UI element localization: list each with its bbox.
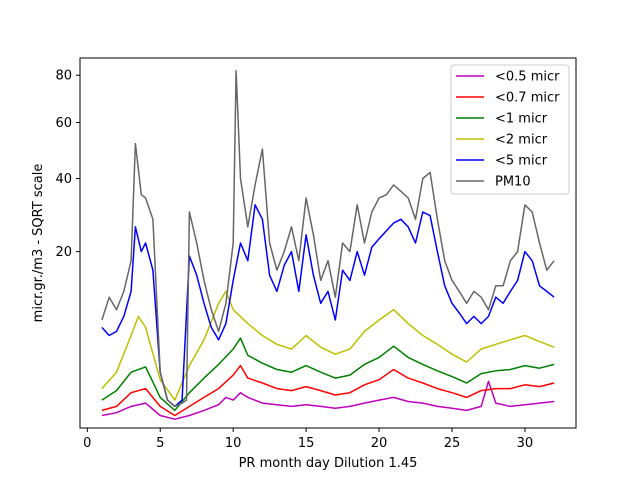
x-tick-label: 10 xyxy=(225,436,242,451)
series-line-3 xyxy=(101,290,555,401)
x-tick-label: 30 xyxy=(517,436,534,451)
y-tick-label: 80 xyxy=(55,69,72,84)
legend: <0.5 micr <0.7 micr <1 micr <2 micr <5 micr P… xyxy=(450,64,570,195)
legend-entry-label: <0.5 micr xyxy=(495,70,560,85)
series-line-5 xyxy=(101,70,555,408)
x-axis: 0 5 10 15 20 25 30 xyxy=(83,428,533,451)
y-tick-label: 20 xyxy=(55,245,72,260)
legend-entry-label: <5 micr xyxy=(495,154,548,169)
x-axis-title: PR month day Dilution 1.45 xyxy=(239,456,418,471)
y-tick-label: 60 xyxy=(55,116,72,131)
series-line-1 xyxy=(101,364,555,417)
series-line-0 xyxy=(101,380,555,420)
x-tick-label: 25 xyxy=(444,436,461,451)
y-axis-title: micr.gr./m3 - SQRT scale xyxy=(31,164,46,323)
series-layer xyxy=(101,70,555,420)
legend-entry-label: <2 micr xyxy=(495,133,548,148)
y-tick-label: 40 xyxy=(55,172,72,187)
x-tick-label: 0 xyxy=(83,436,91,451)
y-axis: 20 40 60 80 xyxy=(55,69,80,260)
legend-entry-label: <0.7 micr xyxy=(495,91,560,106)
legend-entry-label: PM10 xyxy=(495,175,531,190)
legend-entry-label: <1 micr xyxy=(495,112,548,127)
x-tick-label: 15 xyxy=(298,436,315,451)
x-tick-label: 20 xyxy=(371,436,388,451)
x-tick-label: 5 xyxy=(156,436,164,451)
plot-frame xyxy=(79,57,577,429)
